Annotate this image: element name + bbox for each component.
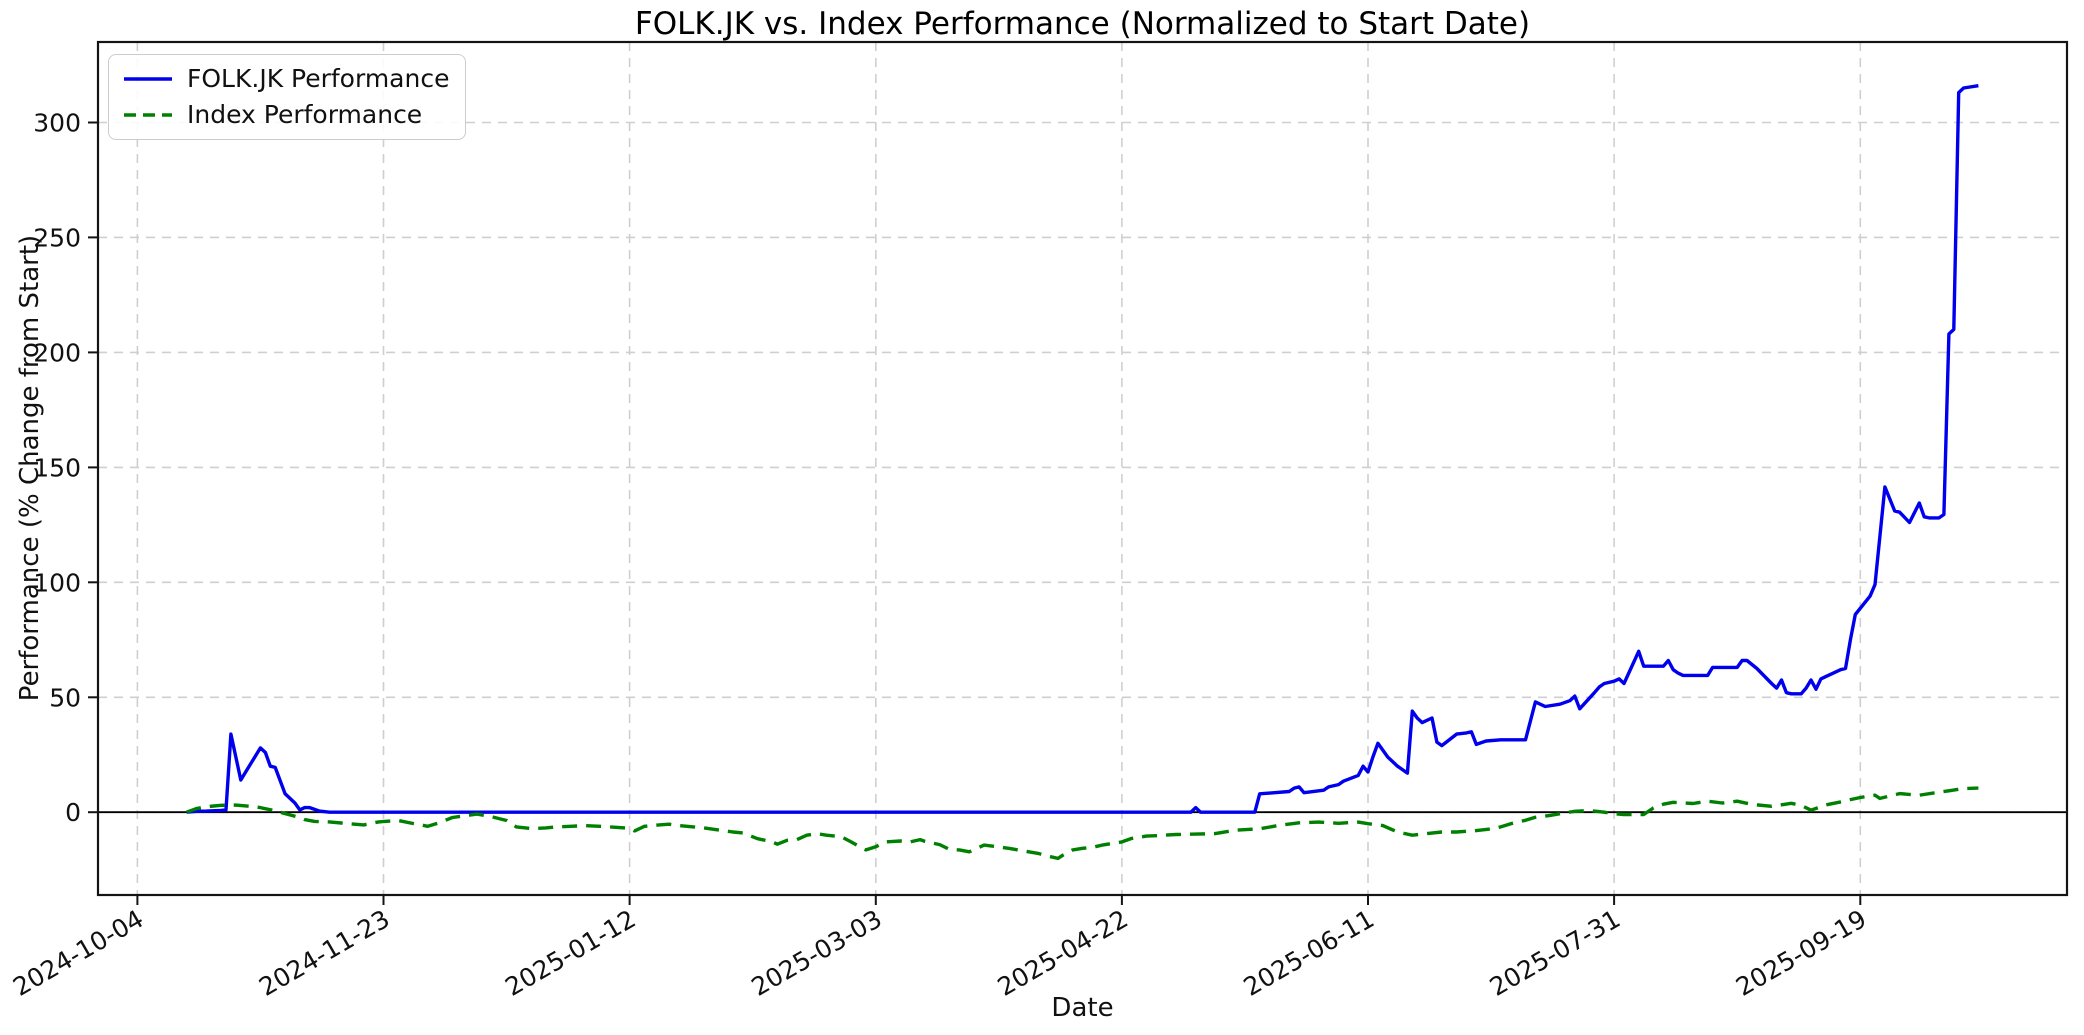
x-tick-label: 2024-11-23: [254, 904, 394, 1002]
x-tick-label: 2025-09-19: [1731, 904, 1871, 1002]
chart-title: FOLK.JK vs. Index Performance (Normalize…: [634, 6, 1531, 42]
x-tick-label: 2025-03-03: [746, 904, 886, 1002]
x-tick-label: 2025-01-12: [500, 904, 640, 1002]
x-tick-label: 2024-10-04: [8, 904, 148, 1002]
legend: FOLK.JK Performance Index Performance: [108, 54, 467, 140]
plot-spines: [96, 40, 2069, 897]
y-tick-label: 0: [65, 798, 81, 827]
y-tick-label: 200: [33, 338, 81, 367]
legend-item-index: Index Performance: [121, 100, 449, 130]
folk-series-line: [186, 84, 1979, 814]
y-tick-label: 50: [49, 683, 81, 712]
index-series-line: [186, 786, 1979, 861]
y-tick-label: 300: [33, 109, 81, 138]
x-tick-label: 2025-07-31: [1485, 904, 1625, 1002]
legend-line-sample-index: [124, 113, 172, 117]
x-axis-label: Date: [1051, 993, 1114, 1023]
x-tick-label: 2025-06-11: [1239, 904, 1379, 1002]
legend-line-sample-folk: [124, 77, 172, 81]
y-tick-label: 150: [33, 453, 81, 482]
legend-label-index: Index Performance: [187, 100, 423, 129]
y-tick-label: 100: [33, 568, 81, 597]
legend-label-folk: FOLK.JK Performance: [187, 64, 450, 93]
y-axis-label: Performance (% Change from Start): [15, 234, 45, 702]
y-tick-label: 250: [33, 223, 81, 252]
legend-item-folk: FOLK.JK Performance: [121, 64, 449, 94]
x-tick-label: 2025-04-22: [993, 904, 1133, 1002]
